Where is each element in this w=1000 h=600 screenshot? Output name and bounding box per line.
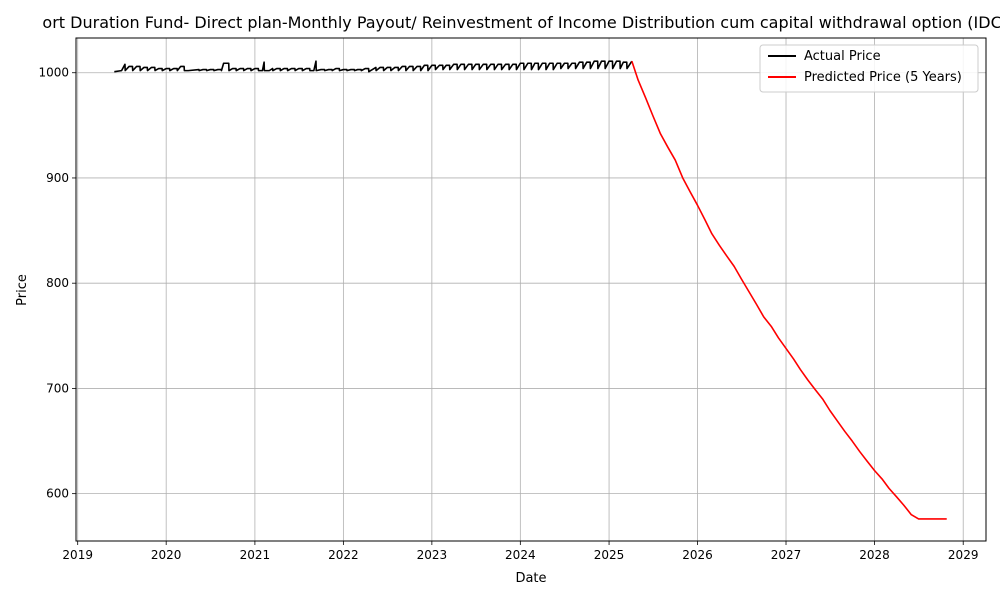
series-lines — [114, 60, 947, 520]
y-axis-ticks: 600 700 800 900 1000 — [38, 66, 76, 501]
x-tick-label-2023: 2023 — [417, 548, 448, 562]
y-tick-label-700: 700 — [46, 381, 69, 395]
grid-lines — [76, 38, 986, 541]
y-tick-label-600: 600 — [46, 487, 69, 501]
y-tick-label-900: 900 — [46, 171, 69, 185]
predicted-price-line — [631, 60, 947, 520]
x-tick-label-2020: 2020 — [151, 548, 182, 562]
x-tick-label-2024: 2024 — [505, 548, 536, 562]
x-tick-label-2027: 2027 — [771, 548, 802, 562]
x-tick-label-2019: 2019 — [62, 548, 93, 562]
y-tick-label-1000: 1000 — [38, 66, 69, 80]
legend-label-actual-price: Actual Price — [804, 49, 881, 64]
legend: Actual Price Predicted Price (5 Years) — [759, 44, 979, 93]
x-axis-label: Date — [515, 571, 546, 586]
actual-price-line — [114, 60, 633, 73]
x-tick-label-2025: 2025 — [594, 548, 625, 562]
x-tick-label-2028: 2028 — [859, 548, 890, 562]
plot-frame — [75, 37, 987, 542]
legend-box — [759, 44, 979, 93]
x-tick-label-2029: 2029 — [948, 548, 979, 562]
x-axis-ticks: 2019 2020 2021 2022 2023 2024 2025 2026 2027 2028… — [62, 541, 978, 562]
legend-label-predicted-price: Predicted Price (5 Years) — [804, 70, 962, 85]
x-tick-label-2026: 2026 — [682, 548, 713, 562]
x-tick-label-2022: 2022 — [328, 548, 359, 562]
x-tick-label-2021: 2021 — [240, 548, 271, 562]
y-tick-label-800: 800 — [46, 276, 69, 290]
chart-title: ort Duration Fund- Direct plan-Monthly P… — [42, 13, 1000, 32]
y-axis-label: Price — [15, 274, 30, 306]
